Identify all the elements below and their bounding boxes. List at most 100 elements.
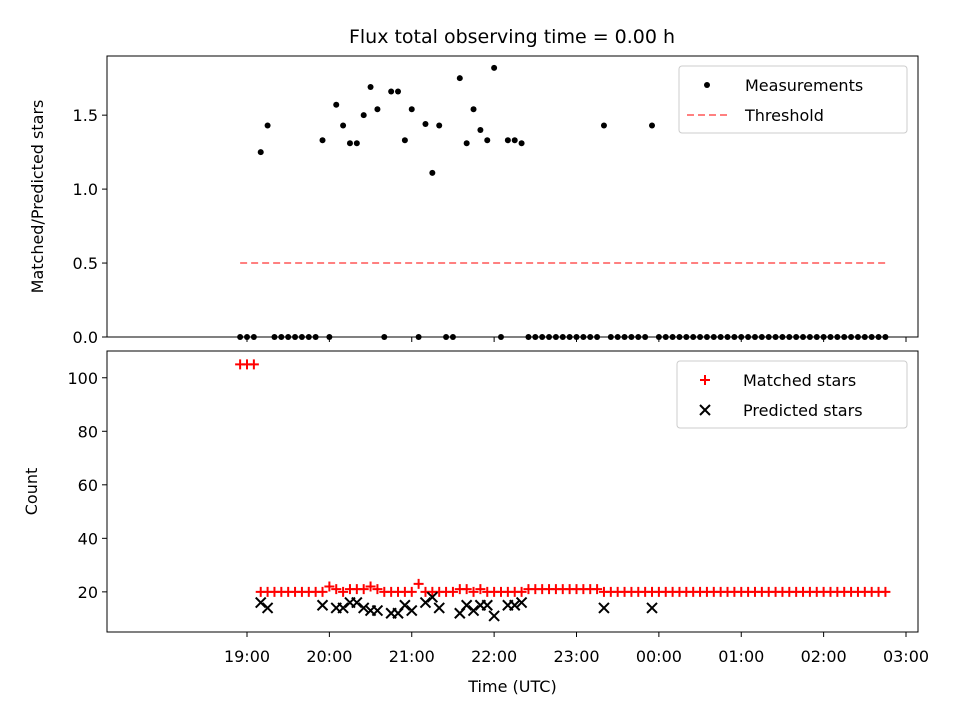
- legend-box: [678, 65, 908, 134]
- predicted-point: [399, 599, 411, 611]
- measurement-point: [401, 137, 408, 144]
- measurement-point: [443, 334, 450, 340]
- measurement-point: [271, 334, 278, 340]
- measurement-point: [312, 334, 319, 340]
- measurement-point: [292, 334, 299, 340]
- measurement-point: [854, 334, 861, 340]
- legend: Measurements Threshold: [678, 65, 908, 134]
- measurement-point: [635, 334, 642, 340]
- matched-point: [406, 586, 417, 597]
- top-panel: 0.0 0.5 1.0 1.5 Matched/Predicted stars Measu…: [28, 55, 919, 347]
- x-tick-label: 00:00: [636, 647, 682, 666]
- measurement-point: [710, 334, 717, 340]
- measurement-point: [257, 149, 264, 156]
- matched-point: [372, 584, 383, 595]
- measurement-point: [340, 122, 347, 129]
- measurement-point: [532, 334, 539, 340]
- measurement-point: [717, 334, 724, 340]
- measurement-point: [662, 334, 669, 340]
- measurement-point: [374, 106, 381, 113]
- measurement-point: [333, 101, 340, 108]
- matched-point: [331, 584, 342, 595]
- matched-point: [338, 586, 349, 597]
- measurement-point: [367, 84, 374, 91]
- y-tick-label: 40: [78, 529, 98, 548]
- measurement-point: [559, 334, 566, 340]
- predicted-point: [467, 604, 480, 617]
- measurement-point: [676, 334, 683, 340]
- y-tick-label: 0.5: [73, 254, 98, 273]
- measurement-point: [621, 334, 628, 340]
- measurement-point: [422, 121, 429, 128]
- measurement-point: [683, 334, 690, 340]
- measurement-point: [793, 334, 800, 340]
- measurement-point: [360, 112, 367, 119]
- measurement-point: [491, 64, 498, 71]
- predicted-point: [433, 602, 445, 614]
- measurement-point: [765, 334, 772, 340]
- matched-point: [447, 586, 458, 597]
- plot-frame: [106, 350, 919, 633]
- measurement-point: [875, 334, 882, 340]
- measurement-point: [477, 126, 484, 133]
- legend-label: Threshold: [744, 106, 824, 125]
- matched-point: [880, 586, 891, 597]
- matched-point: [248, 359, 259, 370]
- x-tick-label: 20:00: [306, 647, 352, 666]
- measurement-point: [511, 137, 518, 144]
- y-tick-label: 1.5: [73, 106, 98, 125]
- measurement-point: [573, 334, 580, 340]
- measurement-point: [834, 334, 841, 340]
- measurement-point: [278, 334, 285, 340]
- predicted-point: [357, 602, 370, 614]
- measurement-point: [298, 334, 305, 340]
- predicted-point: [261, 602, 274, 614]
- matched-point: [324, 581, 335, 592]
- y-axis-label: Count: [22, 468, 41, 516]
- y-tick-label: 0.0: [73, 328, 98, 347]
- matched-point: [468, 586, 479, 597]
- measurement-point: [552, 334, 559, 340]
- measurement-point: [237, 334, 244, 340]
- y-tick-label: 60: [78, 476, 98, 495]
- predicted-point: [488, 610, 500, 622]
- measurement-point: [690, 334, 697, 340]
- y-tick-label: 100: [67, 369, 98, 388]
- measurement-point: [580, 334, 587, 340]
- measurement-point: [346, 140, 353, 147]
- legend: Matched stars Predicted stars: [676, 360, 908, 429]
- legend-marker-x: [699, 404, 711, 416]
- measurement-point: [800, 334, 807, 340]
- measurement-point: [731, 334, 738, 340]
- matched-point: [365, 581, 376, 592]
- measurement-point: [319, 137, 326, 144]
- measurement-point: [607, 334, 614, 340]
- legend-marker-dot: [704, 82, 710, 88]
- measurement-point: [848, 334, 855, 340]
- measurement-point: [539, 334, 546, 340]
- plot-frame: [106, 55, 919, 338]
- measurement-point: [751, 334, 758, 340]
- series-predicted-stars: [255, 591, 658, 622]
- predicted-point: [255, 596, 267, 609]
- measurement-point: [703, 334, 710, 340]
- measurement-point: [806, 334, 813, 340]
- measurement-point: [745, 334, 752, 340]
- x-tick-label: 01:00: [718, 647, 764, 666]
- predicted-point: [426, 591, 439, 603]
- measurement-point: [758, 334, 765, 340]
- matched-point: [413, 578, 424, 589]
- measurement-point: [305, 334, 312, 340]
- measurement-point: [827, 334, 834, 340]
- predicted-point: [351, 596, 363, 609]
- predicted-point: [646, 602, 658, 614]
- series-matched-stars: [235, 359, 891, 597]
- measurement-point: [436, 122, 443, 129]
- measurement-point: [738, 334, 745, 340]
- x-tick-label: 21:00: [389, 647, 435, 666]
- measurement-point: [429, 169, 436, 176]
- measurement-point: [861, 334, 868, 340]
- measurement-point: [882, 334, 889, 340]
- legend-label: Matched stars: [743, 371, 856, 390]
